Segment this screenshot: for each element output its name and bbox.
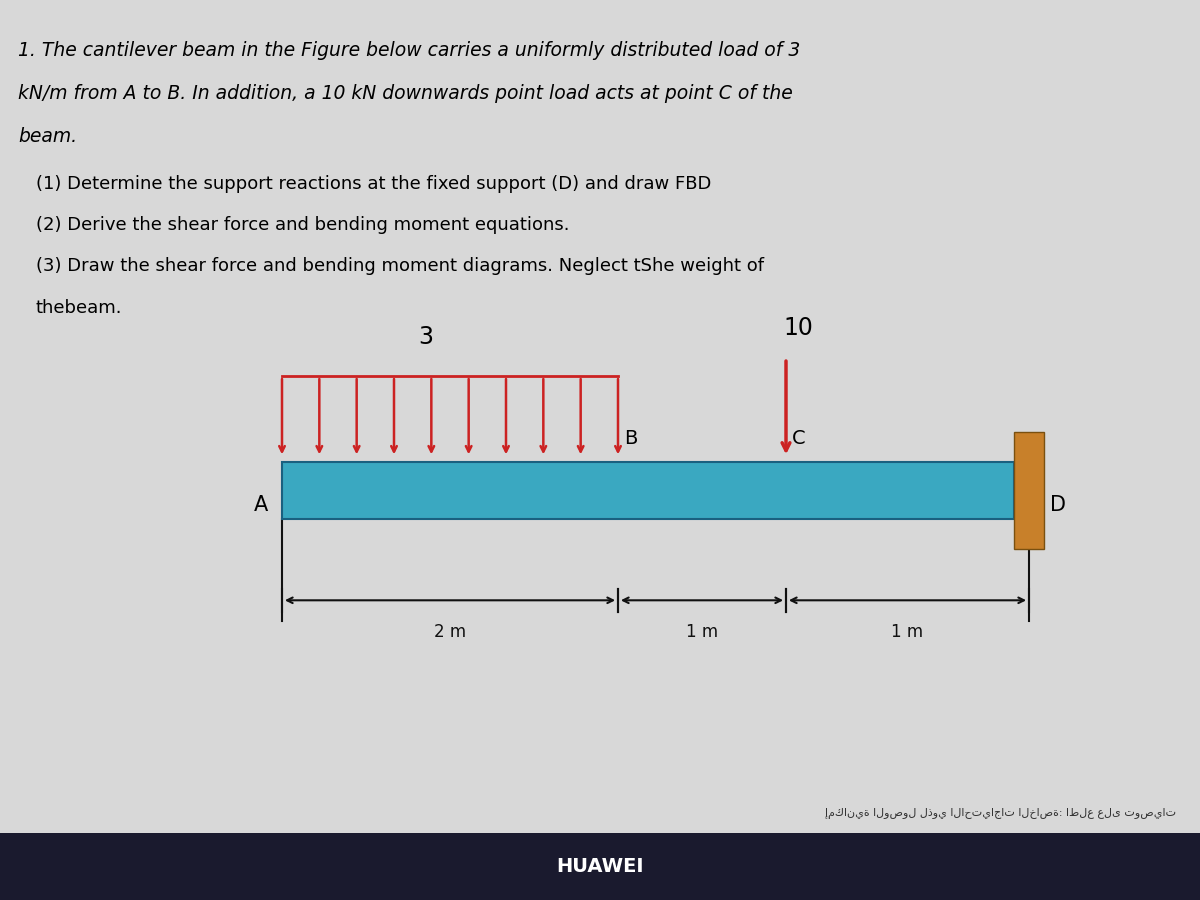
Text: beam.: beam. — [18, 127, 77, 146]
Text: A: A — [253, 495, 268, 515]
Text: 1 m: 1 m — [892, 623, 924, 641]
Text: B: B — [624, 429, 637, 448]
Text: 2 m: 2 m — [434, 623, 466, 641]
Text: HUAWEI: HUAWEI — [557, 857, 643, 876]
Text: kN/m from A to B. In addition, a 10 kN downwards point load acts at point C of t: kN/m from A to B. In addition, a 10 kN d… — [18, 84, 793, 103]
FancyBboxPatch shape — [1014, 432, 1044, 549]
Text: (3) Draw the shear force and bending moment diagrams. Neglect tShe weight of: (3) Draw the shear force and bending mom… — [36, 257, 764, 275]
Text: (2) Derive the shear force and bending moment equations.: (2) Derive the shear force and bending m… — [36, 216, 570, 234]
Text: 1. The cantilever beam in the Figure below carries a uniformly distributed load : 1. The cantilever beam in the Figure bel… — [18, 40, 800, 59]
FancyBboxPatch shape — [0, 832, 1200, 900]
Text: إمكانية الوصول لذوي الاحتياجات الخاصة: اطلع على توصيات: إمكانية الوصول لذوي الاحتياجات الخاصة: ا… — [824, 808, 1176, 819]
Text: thebeam.: thebeam. — [36, 299, 122, 317]
Text: 1 m: 1 m — [686, 623, 718, 641]
Text: 10: 10 — [784, 316, 812, 340]
Text: D: D — [1050, 495, 1066, 515]
Text: (1) Determine the support reactions at the fixed support (D) and draw FBD: (1) Determine the support reactions at t… — [36, 175, 712, 193]
FancyBboxPatch shape — [282, 462, 1014, 519]
Text: C: C — [792, 429, 805, 448]
Text: 3: 3 — [419, 325, 433, 349]
